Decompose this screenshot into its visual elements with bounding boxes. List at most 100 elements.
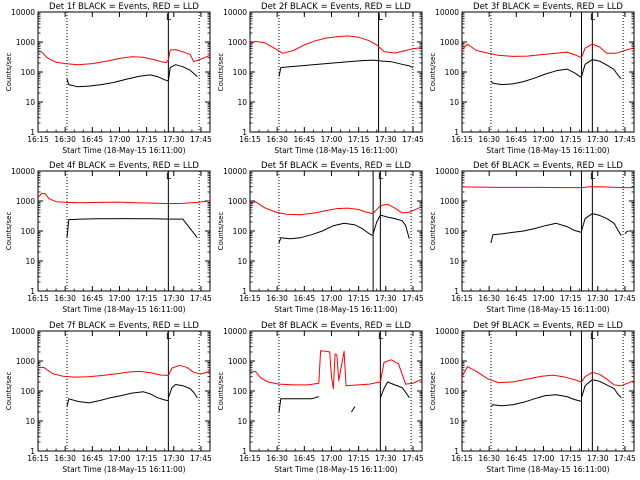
y-tick-label: 100 xyxy=(21,227,36,236)
x-tick-label: 17:45 xyxy=(614,135,636,144)
x-tick-label: 17:00 xyxy=(109,294,131,303)
x-axis-label: Start Time (18-May-15 16:11:00) xyxy=(486,465,609,474)
events-series-line xyxy=(350,406,356,413)
x-axis-label: Start Time (18-May-15 16:11:00) xyxy=(274,146,397,155)
y-tick-label: 10 xyxy=(237,98,247,107)
x-tick-label: 16:45 xyxy=(294,294,316,303)
plot-frame xyxy=(461,170,635,292)
lld-series-line xyxy=(37,49,211,66)
x-tick-label: 16:30 xyxy=(266,294,288,303)
plot-frame xyxy=(249,170,423,292)
plot-frame xyxy=(249,11,423,133)
y-tick-label: 1 xyxy=(242,447,247,456)
y-axis-label: Counts/sec xyxy=(429,53,437,92)
x-tick-label: 16:45 xyxy=(506,454,528,463)
chart-panel: Det 4f BLACK = Events, RED = LLDL1101001… xyxy=(5,161,212,314)
x-tick-label: 16:15 xyxy=(451,454,473,463)
x-tick-label: 17:00 xyxy=(321,135,343,144)
chart-panel: Det 5f BLACK = Events, RED = LLDL1101001… xyxy=(217,161,424,314)
events-series-line xyxy=(581,213,622,236)
x-tick-label: 17:45 xyxy=(614,294,636,303)
chart-title: Det 3f BLACK = Events, RED = LLD xyxy=(473,2,623,12)
y-tick-label: 10 xyxy=(25,257,35,266)
y-tick-label: 1000 xyxy=(440,197,459,206)
chart-title: Det 4f BLACK = Events, RED = LLD xyxy=(49,161,199,171)
y-tick-label: 10000 xyxy=(435,327,459,336)
x-tick-label: 17:30 xyxy=(375,294,397,303)
x-tick-label: 16:30 xyxy=(54,135,76,144)
x-tick-label: 17:30 xyxy=(163,294,185,303)
y-tick-label: 10 xyxy=(237,257,247,266)
lld-series-line xyxy=(249,35,423,54)
x-tick-label: 16:30 xyxy=(478,294,500,303)
y-tick-label: 100 xyxy=(445,68,460,77)
plot-frame xyxy=(249,330,423,452)
events-series-line xyxy=(66,391,169,407)
x-axis-label: Start Time (18-May-15 16:11:00) xyxy=(486,146,609,155)
y-tick-label: 100 xyxy=(21,387,36,396)
x-tick-label: 17:30 xyxy=(375,135,397,144)
events-series-line xyxy=(372,214,410,239)
events-series-line xyxy=(167,384,198,398)
x-tick-label: 16:30 xyxy=(54,294,76,303)
y-tick-label: 100 xyxy=(233,68,248,77)
chart-title: Det 7f BLACK = Events, RED = LLD xyxy=(49,321,199,331)
x-tick-label: 17:15 xyxy=(560,454,582,463)
x-tick-label: 17:15 xyxy=(136,135,158,144)
y-tick-label: 10000 xyxy=(223,167,247,176)
chart-panel: Det 3f BLACK = Events, RED = LLDL1101001… xyxy=(429,2,636,155)
plot-frame xyxy=(461,330,635,452)
x-tick-label: 16:15 xyxy=(239,294,261,303)
x-tick-label: 16:45 xyxy=(506,135,528,144)
x-tick-label: 17:15 xyxy=(560,294,582,303)
y-tick-label: 100 xyxy=(233,387,248,396)
events-series-line xyxy=(278,396,319,413)
x-axis-label: Start Time (18-May-15 16:11:00) xyxy=(486,305,609,314)
y-tick-label: 10 xyxy=(449,417,459,426)
x-tick-label: 17:30 xyxy=(375,454,397,463)
y-axis-label: Counts/sec xyxy=(217,372,225,411)
lld-series-line xyxy=(249,350,423,390)
chart-title: Det 6f BLACK = Events, RED = LLD xyxy=(473,161,623,171)
y-tick-label: 1000 xyxy=(16,38,35,47)
x-axis-label: Start Time (18-May-15 16:11:00) xyxy=(62,146,185,155)
x-tick-label: 16:15 xyxy=(239,454,261,463)
legend-mark: L xyxy=(378,13,383,23)
x-tick-label: 17:00 xyxy=(321,294,343,303)
chart-title: Det 1f BLACK = Events, RED = LLD xyxy=(49,2,199,12)
events-series-line xyxy=(278,222,374,244)
lld-series-line xyxy=(461,366,635,387)
y-tick-label: 100 xyxy=(445,227,460,236)
y-tick-label: 10 xyxy=(237,417,247,426)
x-tick-label: 17:15 xyxy=(136,454,158,463)
chart-panel: Det 1f BLACK = Events, RED = LLDL1101001… xyxy=(5,2,212,155)
x-tick-label: 16:15 xyxy=(451,135,473,144)
y-tick-label: 10 xyxy=(449,98,459,107)
x-tick-label: 17:30 xyxy=(163,135,185,144)
y-axis-label: Counts/sec xyxy=(429,212,437,251)
events-series-line xyxy=(278,59,414,77)
x-tick-label: 17:45 xyxy=(190,135,212,144)
y-tick-label: 100 xyxy=(233,227,248,236)
y-tick-label: 10000 xyxy=(435,8,459,17)
y-tick-label: 10000 xyxy=(11,327,35,336)
chart-title: Det 9f BLACK = Events, RED = LLD xyxy=(473,321,623,331)
events-series-line xyxy=(490,68,582,86)
x-tick-label: 17:30 xyxy=(587,294,609,303)
x-tick-label: 16:15 xyxy=(27,294,49,303)
chart-panel: Det 6f BLACK = Events, RED = LLDL1101001… xyxy=(429,161,636,314)
x-tick-label: 16:15 xyxy=(27,454,49,463)
lld-series-line xyxy=(461,186,634,189)
x-tick-label: 16:15 xyxy=(239,135,261,144)
y-tick-label: 1 xyxy=(454,128,459,137)
y-tick-label: 1 xyxy=(30,447,35,456)
x-axis-label: Start Time (18-May-15 16:11:00) xyxy=(274,305,397,314)
y-tick-label: 10 xyxy=(25,417,35,426)
x-tick-label: 16:15 xyxy=(451,294,473,303)
lld-series-line xyxy=(249,201,423,216)
x-tick-label: 17:45 xyxy=(402,294,424,303)
y-tick-label: 100 xyxy=(445,387,460,396)
chart-panel: Det 8f BLACK = Events, RED = LLDL1101001… xyxy=(217,321,424,474)
events-series-line xyxy=(624,230,629,235)
